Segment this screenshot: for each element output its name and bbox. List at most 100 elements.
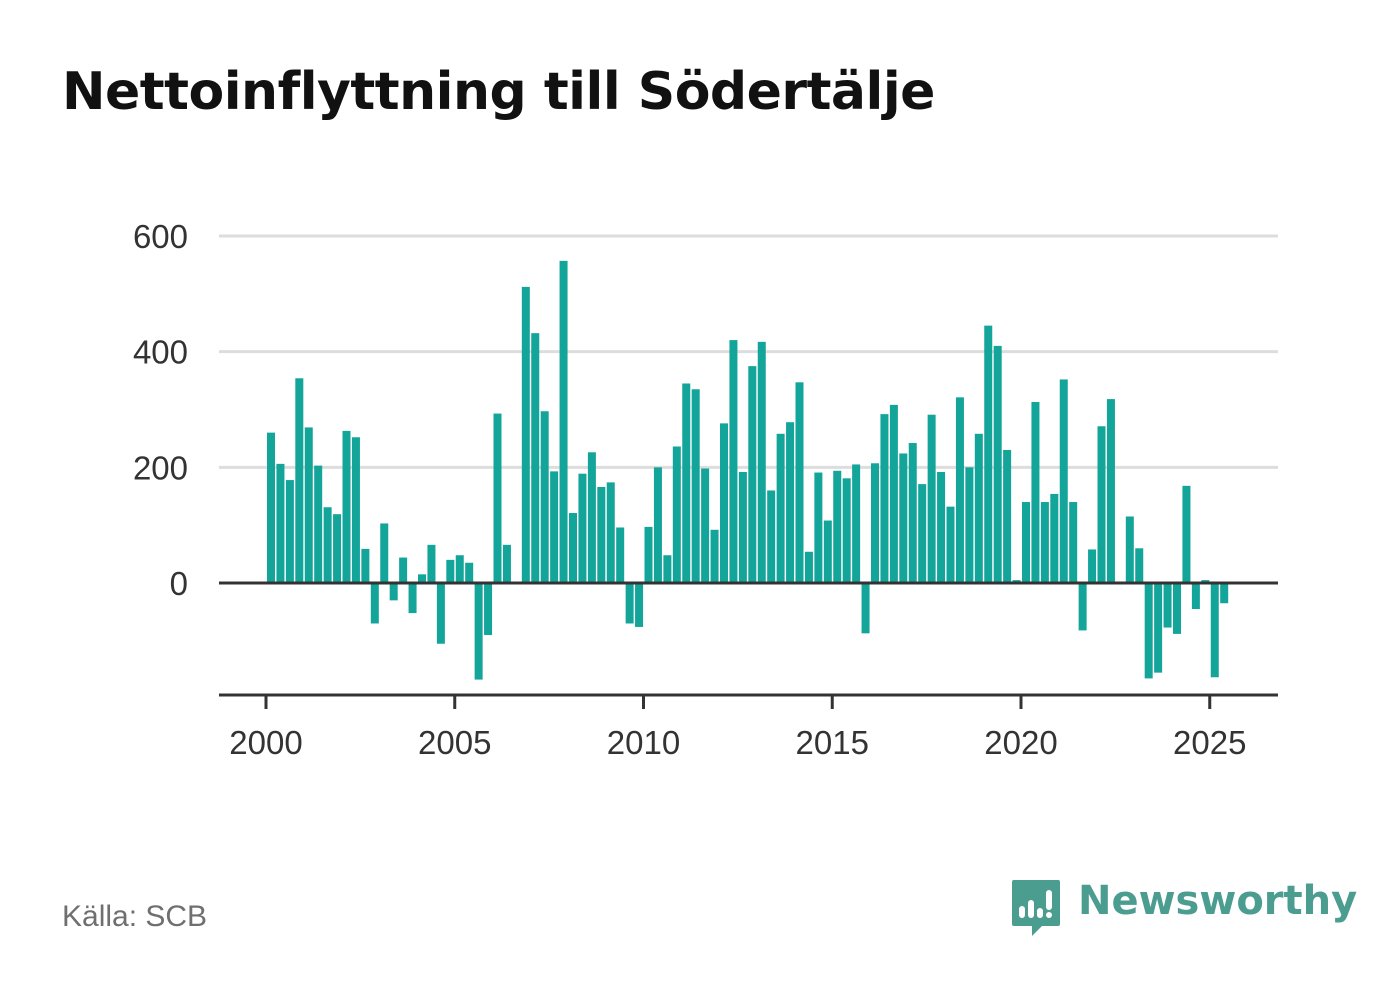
- bar: [502, 544, 511, 583]
- bar: [1078, 583, 1087, 631]
- bar: [946, 506, 955, 583]
- bar: [861, 583, 870, 634]
- x-tick-label: 2005: [418, 724, 491, 761]
- bar: [710, 529, 719, 583]
- bar: [361, 548, 370, 583]
- bar: [314, 465, 323, 583]
- bar: [748, 366, 757, 584]
- bar: [795, 382, 804, 583]
- bar: [927, 414, 936, 583]
- bar: [1022, 502, 1030, 583]
- bar: [550, 471, 559, 583]
- bar: [323, 507, 332, 583]
- chart-title: Nettoinflyttning till Södertälje: [62, 62, 935, 122]
- bar: [1191, 583, 1200, 610]
- bar: [1210, 583, 1219, 678]
- bar: [701, 468, 710, 583]
- bar: [1059, 379, 1068, 583]
- bar: [587, 452, 596, 583]
- x-tick-label: 2020: [984, 724, 1057, 761]
- bar: [635, 583, 644, 627]
- bar: [908, 443, 917, 583]
- bar: [1154, 583, 1163, 673]
- bar-series: [267, 260, 1229, 680]
- y-tick-label: 400: [133, 334, 188, 371]
- axes: [219, 581, 1278, 709]
- bar: [1050, 493, 1059, 583]
- bar: [484, 583, 493, 636]
- bar: [370, 583, 379, 624]
- bar: [871, 463, 879, 583]
- bar: [276, 463, 285, 583]
- bar: [267, 432, 275, 583]
- bar: [446, 559, 455, 583]
- bar: [342, 430, 351, 583]
- bar: [984, 325, 993, 583]
- source-note: Källa: SCB: [62, 900, 208, 933]
- bar: [474, 583, 483, 680]
- bar: [663, 555, 672, 583]
- bar: [399, 557, 408, 583]
- bar: [569, 513, 577, 583]
- bar: [1144, 583, 1153, 679]
- bar: [965, 467, 974, 583]
- bar: [408, 583, 417, 614]
- bar: [295, 378, 304, 583]
- bar-chart-speech-bubble-icon: [1012, 880, 1060, 936]
- bar: [625, 583, 634, 624]
- bar: [521, 286, 530, 583]
- bar: [672, 446, 681, 583]
- bar: [418, 574, 426, 583]
- bar: [1135, 548, 1144, 583]
- bar: [852, 464, 861, 583]
- bar: [1173, 583, 1181, 634]
- y-tick-label: 600: [133, 218, 188, 255]
- x-tick-labels: 2000 2005 2010 2015 2020 2025: [229, 724, 1246, 761]
- bar: [899, 453, 908, 583]
- bar: [427, 544, 436, 583]
- y-tick-labels: 0 200 400 600: [133, 218, 188, 602]
- bar: [786, 422, 795, 583]
- bar: [738, 471, 747, 583]
- bar: [559, 260, 568, 583]
- bar: [606, 482, 615, 583]
- bar: [1097, 426, 1106, 583]
- bar: [380, 523, 389, 583]
- x-tick-label: 2010: [607, 724, 680, 761]
- bar: [833, 470, 842, 583]
- bar: [333, 514, 342, 583]
- bar: [729, 340, 738, 583]
- bar: [455, 555, 464, 583]
- bar: [578, 473, 587, 583]
- bar: [691, 389, 700, 583]
- bar: [1220, 583, 1229, 604]
- brand-name: Newsworthy: [1078, 878, 1358, 924]
- bar: [597, 487, 606, 583]
- bar: [880, 414, 889, 583]
- x-tick-label: 2015: [796, 724, 869, 761]
- bar: [1088, 549, 1097, 583]
- bar: [351, 437, 360, 583]
- bar: [540, 411, 549, 583]
- y-tick-label: 200: [133, 449, 188, 486]
- bar: [285, 480, 294, 583]
- bar: [842, 478, 851, 583]
- bar: [804, 551, 813, 583]
- y-tick-label: 0: [170, 565, 188, 602]
- bar: [823, 520, 832, 583]
- bar: [304, 427, 313, 583]
- bar: [682, 383, 691, 583]
- bar: [465, 562, 474, 583]
- x-tick-label: 2000: [229, 724, 302, 761]
- bar: [1163, 583, 1172, 628]
- bar: [1040, 502, 1049, 583]
- bar: [531, 333, 540, 583]
- bar: [1182, 485, 1191, 583]
- bar: [1069, 502, 1078, 583]
- bar: [653, 467, 662, 583]
- bar: [767, 490, 776, 583]
- bar: [918, 484, 927, 583]
- bar: [937, 471, 946, 583]
- bar: [1031, 401, 1040, 583]
